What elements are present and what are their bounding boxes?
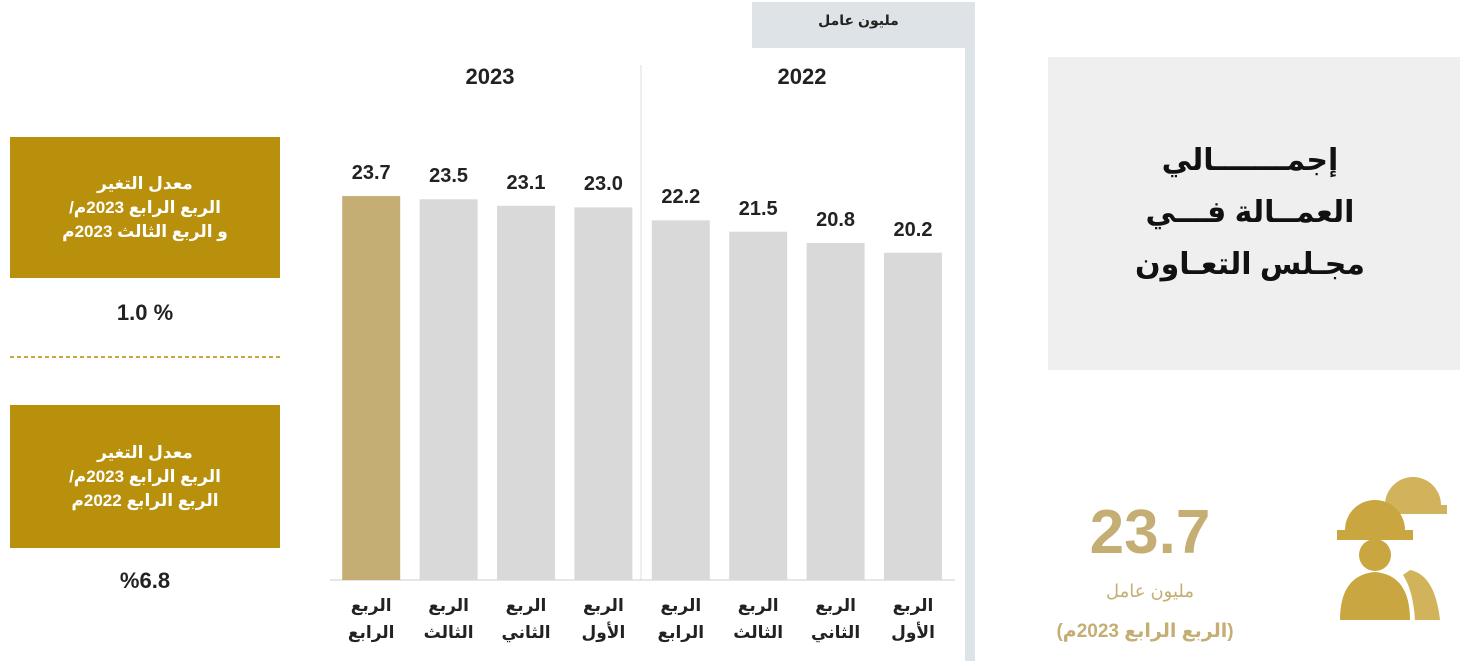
change-box-line: الربع الرابع 2023م/: [69, 196, 221, 220]
bar: [420, 199, 478, 580]
year-label: 2023: [440, 64, 540, 90]
value-label: 20.2: [873, 219, 953, 242]
bar: [574, 207, 632, 580]
kpi-value: 23.7: [1040, 497, 1260, 568]
value-label: 23.7: [331, 162, 411, 185]
change-box-line: الربع الرابع 2022م: [71, 489, 218, 513]
kpi-period: (الربع الرابع 2023م): [1010, 620, 1280, 643]
kpi-unit: مليون عامل: [1040, 581, 1260, 602]
x-tick-label: الربع الأول: [883, 592, 943, 646]
value-label: 23.0: [563, 173, 643, 196]
bar: [729, 232, 787, 580]
x-tick-label: الربع الثالث: [419, 592, 479, 646]
value-label: 21.5: [718, 198, 798, 221]
bar: [497, 206, 555, 580]
value-label: 23.1: [486, 172, 566, 195]
chart-edge: [965, 2, 975, 661]
change-value: %6.8: [10, 568, 280, 594]
value-label: 22.2: [641, 186, 721, 209]
workers-icon: [1337, 477, 1447, 620]
year-label: 2022: [752, 64, 852, 90]
bar: [807, 243, 865, 580]
title-line: العمــالة فـــي: [1060, 195, 1440, 230]
infographic: مليون عامل 20.2 الربع الأول 20.8 الربع الثا…: [0, 0, 1471, 661]
x-tick-label: الربع الأول: [573, 592, 633, 646]
title-line: إجمـــــــالي: [1060, 143, 1440, 178]
change-box-line: و الربع الثالث 2023م: [62, 220, 228, 244]
x-tick-label: الربع الثاني: [496, 592, 556, 646]
bar: [884, 253, 942, 580]
bar: [342, 196, 400, 580]
change-box-line: معدل التغير: [97, 441, 193, 465]
bar: [652, 220, 710, 580]
x-tick-label: الربع الرابع: [341, 592, 401, 646]
title-line: مجـلس التعـاون: [1060, 247, 1440, 282]
x-tick-label: الربع الثاني: [806, 592, 866, 646]
change-box-line: الربع الرابع 2023م/: [69, 465, 221, 489]
value-label: 20.8: [796, 209, 876, 232]
change-box-line: معدل التغير: [97, 172, 193, 196]
x-tick-label: الربع الثالث: [728, 592, 788, 646]
x-tick-label: الربع الرابع: [651, 592, 711, 646]
value-label: 23.5: [409, 165, 489, 188]
change-value: % 1.0: [10, 300, 280, 326]
unit-label: مليون عامل: [752, 12, 965, 29]
